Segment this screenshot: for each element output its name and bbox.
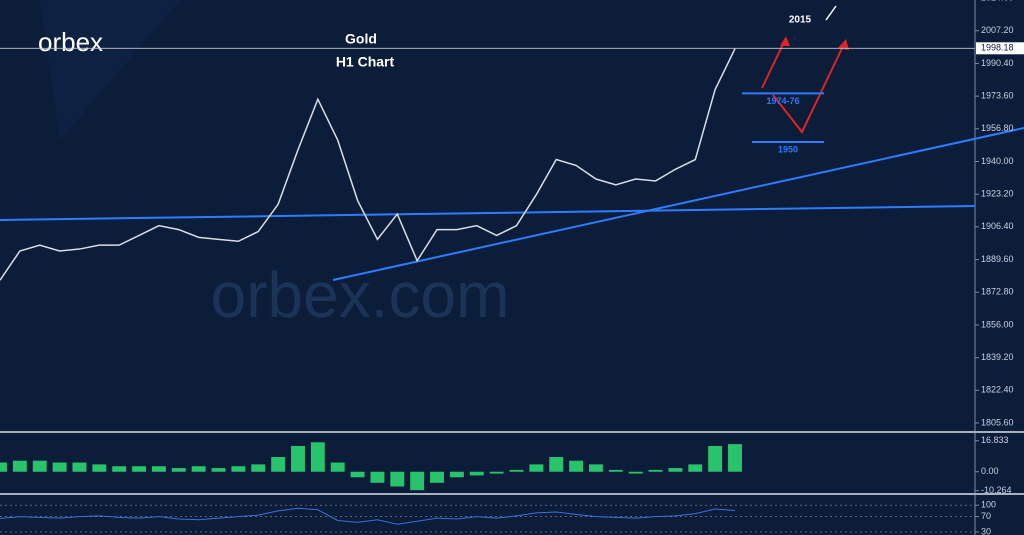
y-tick-label: 2007.20 bbox=[981, 25, 1014, 35]
y-tick-label: 1940.00 bbox=[981, 156, 1014, 166]
price-line bbox=[0, 507, 736, 525]
bar bbox=[430, 471, 444, 483]
bar bbox=[211, 468, 226, 472]
y-tick-label: 1839.20 bbox=[981, 352, 1014, 362]
bar bbox=[648, 469, 663, 472]
y-tick-label: 2024.00 bbox=[981, 0, 1014, 2]
y-tick-label: -10.264 bbox=[981, 485, 1012, 495]
bar bbox=[608, 469, 623, 472]
bar bbox=[231, 466, 246, 472]
y-tick-label: 16.833 bbox=[981, 435, 1009, 445]
y-tick-label: 1889.60 bbox=[981, 254, 1014, 264]
bar bbox=[330, 462, 345, 472]
y-tick-label: 100 bbox=[981, 500, 996, 510]
level-label: 1950 bbox=[778, 144, 798, 154]
target-label: 2015 bbox=[789, 15, 812, 26]
bar bbox=[529, 464, 544, 472]
bar bbox=[390, 471, 405, 487]
bar bbox=[569, 460, 584, 472]
bar bbox=[251, 464, 266, 472]
arrow bbox=[761, 37, 787, 89]
logo: orbex bbox=[38, 27, 103, 57]
y-tick-label: 0.00 bbox=[981, 466, 999, 476]
arrow-head bbox=[780, 36, 790, 46]
bar bbox=[132, 466, 147, 472]
y-tick-label: 1805.60 bbox=[981, 417, 1014, 427]
level-label: 1974-76 bbox=[766, 96, 799, 106]
chart-subtitle: H1 Chart bbox=[336, 54, 395, 70]
bar bbox=[628, 471, 643, 474]
bar bbox=[0, 462, 7, 472]
bar bbox=[151, 466, 166, 472]
trend-line bbox=[0, 205, 976, 221]
price-box bbox=[976, 42, 1024, 55]
bar bbox=[688, 464, 703, 472]
y-tick-label: 1990.40 bbox=[981, 58, 1014, 68]
watermark: orbex.com bbox=[211, 259, 510, 331]
bar bbox=[310, 442, 325, 472]
trend-line bbox=[332, 127, 1024, 281]
bar bbox=[191, 466, 206, 472]
bar bbox=[370, 471, 385, 483]
arrow bbox=[825, 5, 837, 21]
bar bbox=[708, 445, 723, 472]
current-price: 1998.18 bbox=[981, 43, 1014, 53]
bar bbox=[72, 462, 87, 472]
bar bbox=[171, 468, 186, 472]
bar bbox=[12, 460, 27, 472]
y-tick-label: 1923.20 bbox=[981, 189, 1014, 199]
arrow bbox=[772, 41, 846, 134]
bar bbox=[489, 471, 504, 474]
y-tick-label: 30 bbox=[981, 526, 991, 535]
bar bbox=[271, 457, 286, 472]
bar bbox=[92, 464, 107, 472]
bar bbox=[728, 444, 742, 472]
bar bbox=[668, 468, 683, 472]
bar bbox=[588, 464, 603, 472]
y-tick-label: 1872.80 bbox=[981, 287, 1014, 297]
arrow-head bbox=[838, 39, 849, 50]
bar bbox=[469, 471, 484, 476]
y-tick-label: 70 bbox=[981, 511, 991, 521]
y-tick-label: 1906.40 bbox=[981, 221, 1014, 231]
bar bbox=[52, 462, 67, 472]
price-line bbox=[0, 48, 736, 281]
y-tick-label: 1973.60 bbox=[981, 90, 1014, 100]
chart-title: Gold bbox=[345, 31, 377, 47]
bar bbox=[449, 471, 464, 478]
y-tick-label: 1822.40 bbox=[981, 385, 1014, 395]
y-tick-label: 1856.00 bbox=[981, 319, 1014, 329]
decor bbox=[40, 0, 180, 140]
bar bbox=[32, 460, 47, 472]
bar bbox=[291, 445, 305, 472]
bar bbox=[410, 471, 425, 491]
bar bbox=[112, 466, 127, 472]
bar bbox=[509, 469, 524, 472]
y-tick-label: 1956.80 bbox=[981, 123, 1014, 133]
bar bbox=[549, 457, 564, 472]
bar bbox=[350, 471, 365, 478]
